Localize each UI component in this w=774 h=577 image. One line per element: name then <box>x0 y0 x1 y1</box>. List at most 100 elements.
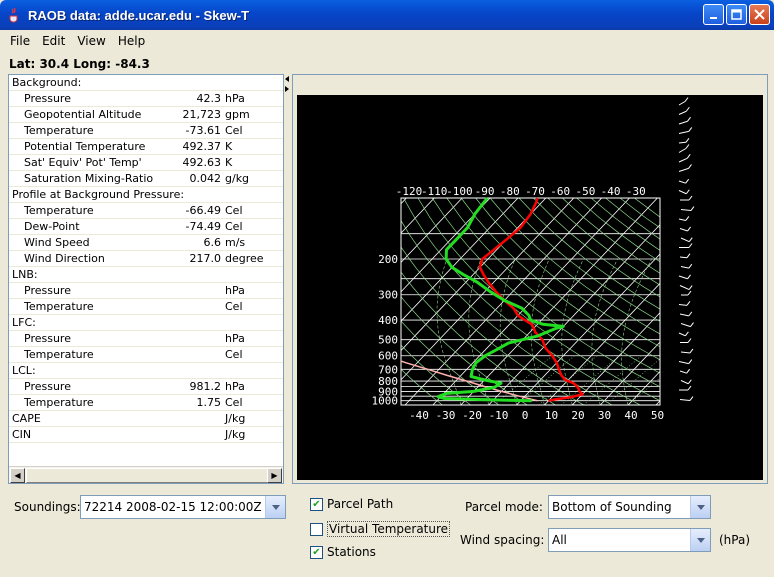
table-row[interactable]: Wind Direction 217.0 degree <box>9 251 283 267</box>
title-bar[interactable]: RAOB data: adde.ucar.edu - Skew-T <box>0 0 774 30</box>
menu-edit[interactable]: Edit <box>42 34 66 48</box>
table-row[interactable]: Temperature -73.61 Cel <box>9 123 283 139</box>
row-label: CAPE <box>12 412 41 425</box>
mixing-ratio-line <box>627 377 660 405</box>
row-unit: J/kg <box>225 428 246 441</box>
pressure-tick-label: 400 <box>378 314 398 327</box>
table-row[interactable]: Pressure hPa <box>9 283 283 299</box>
row-unit: m/s <box>225 236 246 249</box>
dry-adiabat <box>401 219 613 405</box>
wind-barb-flag <box>685 144 690 149</box>
collapse-left-icon[interactable] <box>285 76 289 82</box>
row-label: Wind Direction <box>24 252 105 265</box>
wind-barb-flag <box>688 164 692 169</box>
row-unit: Cel <box>225 204 243 217</box>
table-row[interactable]: CIN J/kg <box>9 427 283 443</box>
horizontal-scrollbar[interactable]: ◀ ▶ <box>9 466 283 483</box>
wind-spacing-select[interactable]: All <box>548 528 711 552</box>
table-row[interactable]: Sat' Equiv' Pot' Temp' 492.63 K <box>9 155 283 171</box>
table-row[interactable]: Geopotential Altitude 21,723 gpm <box>9 107 283 123</box>
top-temp-tick-label: -120 <box>396 185 423 198</box>
checkbox-box[interactable]: ✔ <box>310 545 323 559</box>
bottom-temp-tick-label: -10 <box>489 409 509 422</box>
parcel-mode-select[interactable]: Bottom of Sounding <box>548 495 711 519</box>
table-row[interactable]: Temperature -66.49 Cel <box>9 203 283 219</box>
scroll-left-button[interactable]: ◀ <box>10 468 25 483</box>
wind-barb-flag <box>690 206 695 211</box>
table-row[interactable]: Temperature Cel <box>9 299 283 315</box>
table-row[interactable]: Pressure hPa <box>9 331 283 347</box>
wind-barb <box>678 275 688 280</box>
checkbox-box[interactable]: ✔ <box>310 497 323 511</box>
mixing-ratio-line <box>516 355 575 405</box>
menu-view[interactable]: View <box>77 34 106 48</box>
row-unit: hPa <box>225 92 245 105</box>
skewt-panel: -120 -110 -100 -90 -80 -70 -60 -50 -40 -30 -40 -30-… <box>292 74 768 484</box>
top-temp-tick-label: -100 <box>446 185 473 198</box>
split-pane-divider[interactable] <box>284 74 292 484</box>
table-row[interactable]: Temperature Cel <box>9 347 283 363</box>
menu-help[interactable]: Help <box>117 34 146 48</box>
isotherm <box>627 370 660 405</box>
soundings-select[interactable]: 72214 2008-02-15 12:00:00Z <box>80 495 286 519</box>
wind-barb <box>678 304 688 306</box>
wind-barb <box>678 141 687 144</box>
wind-spacing-unit: (hPa) <box>719 533 751 547</box>
skewt-diagram[interactable]: -120-110-100 -90 -80 -70 -60 -50 -40 -30-40 -30-… <box>297 95 763 480</box>
isotherm <box>401 198 491 293</box>
top-temp-tick-label: -80 <box>500 185 520 198</box>
table-row[interactable]: LNB: <box>9 267 283 283</box>
wind-barb <box>678 110 687 115</box>
table-row[interactable]: Profile at Background Pressure: <box>9 187 283 203</box>
wind-barb <box>679 285 690 291</box>
skewt-plot-area[interactable]: -120 -110 -100 -90 -80 -70 -60 -50 -40 -30 -40 -30-… <box>297 95 763 480</box>
wind-barb <box>679 256 688 259</box>
wind-barb <box>679 313 689 317</box>
moist-adiabat <box>468 258 489 405</box>
row-unit: degree <box>225 252 264 265</box>
table-row[interactable]: CAPE J/kg <box>9 411 283 427</box>
chevron-down-icon[interactable] <box>265 496 285 518</box>
scroll-thumb[interactable] <box>26 468 271 483</box>
table-row[interactable]: LFC: <box>9 315 283 331</box>
pressure-tick-label: 500 <box>378 334 398 347</box>
table-row[interactable]: Potential Temperature 492.37 K <box>9 139 283 155</box>
wind-barb-flag <box>688 237 693 242</box>
dry-adiabat <box>403 198 641 405</box>
collapse-right-icon[interactable] <box>285 86 289 92</box>
table-row[interactable]: Dew-Point -74.49 Cel <box>9 219 283 235</box>
scroll-right-button[interactable]: ▶ <box>267 468 282 483</box>
isotherm <box>401 198 435 234</box>
wind-spacing-label: Wind spacing: <box>460 533 545 547</box>
moist-adiabat <box>591 258 618 405</box>
maximize-button[interactable] <box>726 4 747 25</box>
stations-checkbox[interactable]: ✔ Stations <box>310 545 376 559</box>
row-value: 6.6 <box>203 236 222 249</box>
minimize-button[interactable] <box>703 4 724 25</box>
table-row[interactable]: LCL: <box>9 363 283 379</box>
dry-adiabat <box>446 198 660 374</box>
checkbox-box[interactable] <box>310 522 323 536</box>
window-title: RAOB data: adde.ucar.edu - Skew-T <box>28 7 250 23</box>
chevron-down-icon[interactable] <box>690 529 710 551</box>
menu-file[interactable]: File <box>10 34 31 48</box>
parcel-path-checkbox[interactable]: ✔ Parcel Path <box>310 497 393 511</box>
table-row[interactable]: Background: <box>9 75 283 91</box>
virtual-temperature-checkbox[interactable]: Virtual Temperature <box>310 521 451 537</box>
close-button[interactable] <box>749 4 770 25</box>
dry-adiabat <box>562 198 660 274</box>
row-unit: g/kg <box>225 172 250 185</box>
table-row[interactable]: Saturation Mixing-Ratio 0.042 g/kg <box>9 171 283 187</box>
table-row[interactable]: Pressure 981.2 hPa <box>9 379 283 395</box>
wind-barb <box>678 167 689 172</box>
isotherm <box>572 312 660 405</box>
chevron-down-icon[interactable] <box>690 496 710 518</box>
sounding-parameters-table: Background: Pressure 42.3 hPa Geopotential A… <box>8 74 284 484</box>
dry-adiabat <box>547 198 660 286</box>
isotherm <box>599 341 660 405</box>
wind-barb-flag <box>685 189 690 195</box>
table-row[interactable]: Pressure 42.3 hPa <box>9 91 283 107</box>
table-row[interactable]: Wind Speed 6.6 m/s <box>9 235 283 251</box>
table-row[interactable]: Temperature 1.75 Cel <box>9 395 283 411</box>
